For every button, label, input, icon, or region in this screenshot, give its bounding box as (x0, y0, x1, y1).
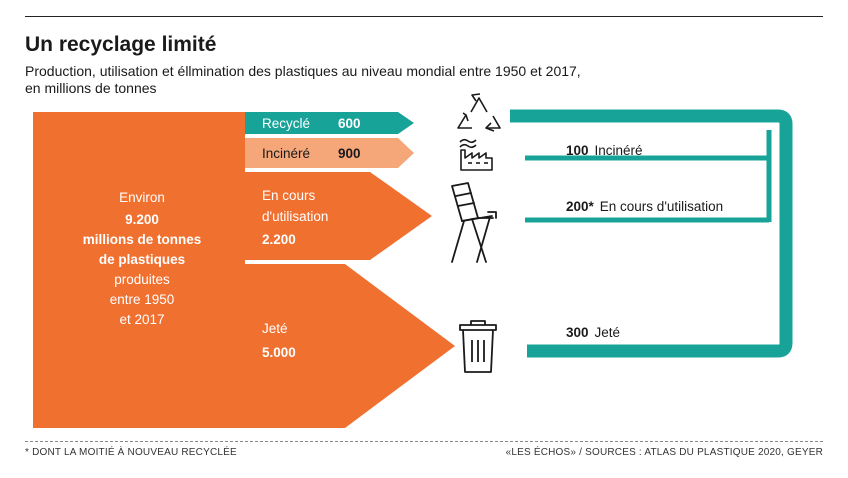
total-value: 9.200 (125, 212, 159, 227)
outcome-in-use-label: En cours d'utilisation (600, 199, 723, 214)
recycled-arrow (245, 112, 414, 134)
outcome-in-use: 200* En cours d'utilisation (566, 199, 723, 214)
total-line-4: de plastiques (99, 252, 185, 267)
recycled-label: Recyclé (262, 116, 310, 131)
incinerated-value: 900 (338, 146, 361, 161)
outcome-incinerated-value: 100 (566, 143, 589, 158)
production-total-text: Environ 9.200 millions de tonnes de plas… (83, 190, 202, 327)
incinerated-label: Incinéré (262, 146, 310, 161)
incinerated-arrow (245, 138, 414, 168)
trash-bin-icon (459, 320, 497, 373)
source-credit: «LES ÉCHOS» / SOURCES : ATLAS DU PLASTIQ… (505, 447, 823, 458)
top-rule (25, 16, 823, 17)
production-block (33, 112, 245, 428)
recycle-icon (457, 93, 501, 132)
in-use-label-2: d'utilisation (262, 209, 328, 224)
discarded-value: 5.000 (262, 345, 296, 360)
in-use-value: 2.200 (262, 232, 296, 247)
chair-icon (451, 182, 497, 263)
footer-rule (25, 441, 823, 442)
total-line-1: Environ (119, 190, 165, 205)
in-use-arrow (245, 172, 432, 260)
factory-icon (459, 138, 493, 171)
outcome-incinerated: 100 Incinéré (566, 143, 643, 158)
total-line-6: entre 1950 (110, 292, 175, 307)
outcome-incinerated-label: Incinéré (595, 143, 643, 158)
outcome-discarded-label: Jeté (595, 325, 621, 340)
subtitle-line-2: en millions de tonnes (25, 80, 157, 96)
outcome-in-use-value: 200* (566, 199, 595, 214)
footnote: * DONT LA MOITIÉ À NOUVEAU RECYCLÉE (25, 447, 237, 458)
recycled-value: 600 (338, 116, 361, 131)
chart-title: Un recyclage limité (25, 33, 217, 56)
chart-subtitle: Production, utilisation et éllmination d… (25, 63, 785, 97)
discarded-label: Jeté (262, 321, 288, 336)
discarded-arrow (245, 264, 455, 428)
subtitle-line-1: Production, utilisation et éllmination d… (25, 63, 581, 79)
outcome-discarded: 300 Jeté (566, 325, 620, 340)
recycled-return-loop (510, 109, 793, 358)
outcome-discarded-value: 300 (566, 325, 589, 340)
total-line-3: millions de tonnes (83, 232, 202, 247)
in-use-label-1: En cours (262, 188, 316, 203)
total-line-7: et 2017 (119, 312, 164, 327)
total-line-5: produites (114, 272, 170, 287)
